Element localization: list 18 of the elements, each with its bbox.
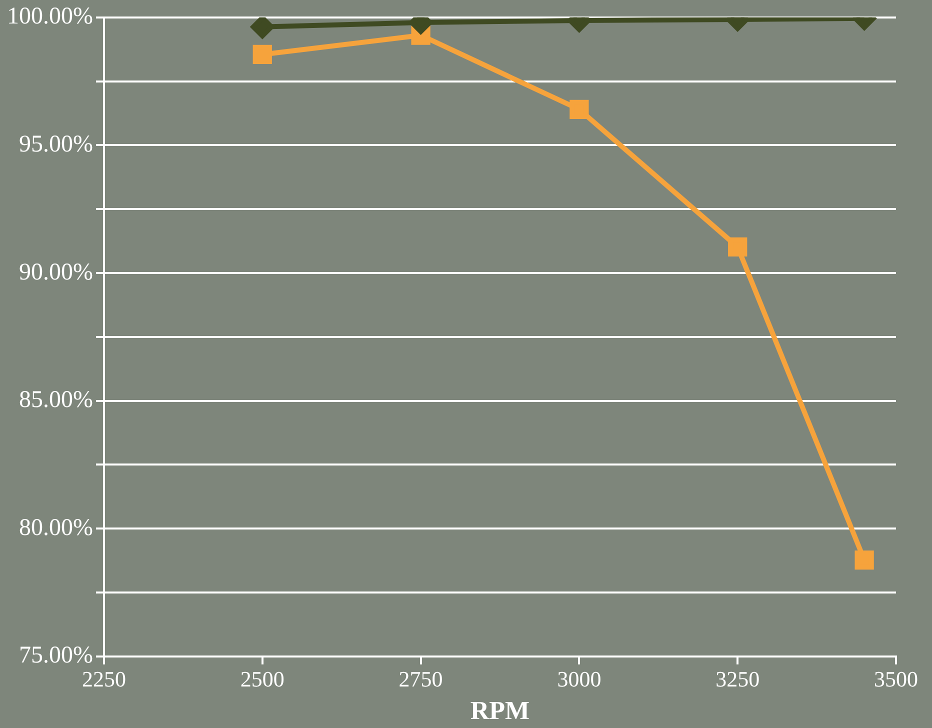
y-tick-label: 80.00% bbox=[18, 514, 93, 541]
point bbox=[252, 44, 272, 64]
x-tick-label: 2250 bbox=[82, 666, 126, 692]
y-tick-label: 100.00% bbox=[6, 4, 93, 30]
point bbox=[854, 550, 874, 570]
x-tick-label: 2500 bbox=[240, 666, 284, 692]
y-tick-label: 85.00% bbox=[18, 387, 93, 414]
point bbox=[250, 17, 274, 38]
y-tick-label: 95.00% bbox=[18, 131, 93, 158]
y-tick-label: 90.00% bbox=[18, 259, 93, 286]
x-tick-label: 3500 bbox=[874, 666, 918, 692]
x-tick-label: 2750 bbox=[398, 666, 443, 692]
point bbox=[570, 100, 589, 119]
x-tick-label: 3250 bbox=[716, 666, 760, 692]
point bbox=[728, 237, 748, 256]
y-tick-label: 75.00% bbox=[18, 642, 93, 669]
x-tick-label: 3000 bbox=[557, 666, 602, 692]
x-axis-title: RPM bbox=[470, 696, 530, 726]
